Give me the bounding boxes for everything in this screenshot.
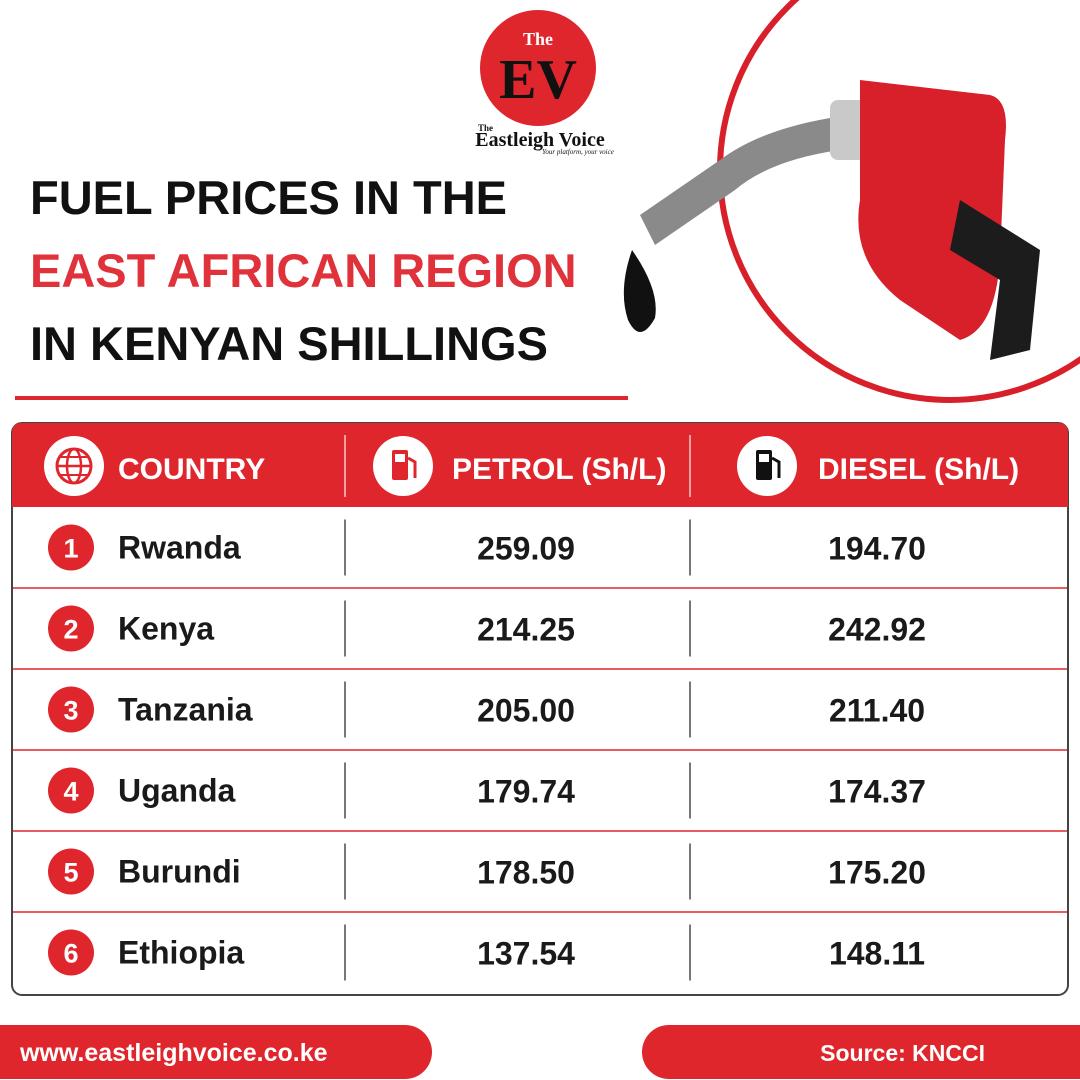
logo-the: The (523, 29, 553, 49)
country-name: Ethiopia (118, 935, 244, 971)
petrol-price: 205.00 (477, 693, 575, 729)
footer-pill (0, 1025, 432, 1079)
title-line: FUEL PRICES IN THE (30, 171, 507, 224)
rank-number: 2 (63, 615, 78, 645)
rank-number: 6 (63, 939, 78, 969)
title-line-highlight: EAST AFRICAN REGION (30, 244, 577, 297)
rank-number: 3 (63, 696, 78, 726)
logo-small-the: The (478, 123, 493, 133)
petrol-price: 179.74 (477, 774, 575, 810)
country-name: Kenya (118, 611, 214, 647)
website: www.eastleighvoice.co.ke (19, 1039, 328, 1067)
diesel-price: 148.11 (829, 936, 925, 972)
globe-icon (44, 436, 104, 496)
source: Source: KNCCI (820, 1040, 985, 1066)
country-name: Burundi (118, 854, 241, 890)
rank-number: 1 (63, 534, 78, 564)
diesel-price: 242.92 (828, 612, 926, 648)
diesel-price: 194.70 (828, 531, 926, 567)
table-header-bg (12, 423, 1068, 507)
diesel-price: 211.40 (829, 693, 925, 729)
rank-badge (48, 605, 94, 652)
rank-badge (48, 686, 94, 733)
table: COUNTRY PETROL (Sh/L) DIESEL (Sh/L) 1 Rwa… (11, 422, 1069, 996)
rank-badge (48, 848, 94, 895)
logo-name: Eastleigh Voice (475, 129, 605, 151)
fuel-pump-illustration (623, 0, 1080, 403)
column-header: PETROL (Sh/L) (452, 453, 666, 486)
column-header: COUNTRY (118, 453, 265, 486)
rank-badge (48, 929, 94, 976)
diesel-icon (737, 436, 797, 496)
petrol-icon (373, 436, 433, 496)
country-name: Uganda (118, 773, 236, 809)
logo: The EV The Eastleigh Voice Your platform… (475, 10, 614, 156)
column-header: DIESEL (Sh/L) (818, 453, 1019, 486)
rank-number: 5 (63, 858, 78, 888)
diesel-price: 175.20 (828, 855, 926, 891)
footer-pill (642, 1025, 1080, 1079)
logo-tagline: Your platform, your voice (542, 148, 614, 156)
diesel-price: 174.37 (828, 774, 926, 810)
rank-badge (48, 767, 94, 814)
logo-mark: EV (499, 49, 577, 111)
rank-badge (48, 524, 94, 571)
petrol-price: 259.09 (477, 531, 575, 567)
country-name: Tanzania (118, 692, 253, 728)
petrol-price: 178.50 (477, 855, 575, 891)
petrol-price: 137.54 (477, 936, 575, 972)
petrol-price: 214.25 (477, 612, 575, 648)
title-line: IN KENYAN SHILLINGS (30, 317, 548, 370)
logo-circle (480, 10, 596, 126)
country-name: Rwanda (118, 530, 241, 566)
rank-number: 4 (63, 777, 78, 807)
